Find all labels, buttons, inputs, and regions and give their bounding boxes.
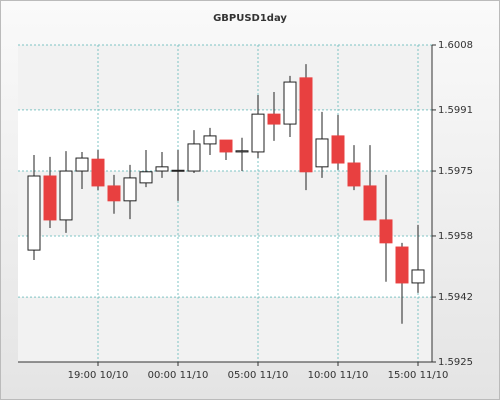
candle-body xyxy=(331,135,345,164)
candle-body xyxy=(315,138,329,168)
candle-body xyxy=(363,185,377,221)
candle-body xyxy=(347,162,361,187)
x-tick-label: 15:00 11/10 xyxy=(388,370,449,381)
candle-body xyxy=(59,170,73,221)
x-tick-label: 05:00 11/10 xyxy=(228,370,289,381)
candle-body xyxy=(91,158,105,187)
x-tick-label: 10:00 11/10 xyxy=(308,370,369,381)
chart-title: GBPUSD1day xyxy=(213,13,287,24)
candle-body xyxy=(75,157,89,172)
grid-band xyxy=(18,171,432,236)
x-tick-label: 19:00 10/10 xyxy=(68,370,129,381)
grid-band xyxy=(18,45,432,110)
candle-body xyxy=(267,113,281,125)
candle-body xyxy=(107,185,121,202)
candle-body xyxy=(379,219,393,244)
y-tick-label: 1.5991 xyxy=(438,105,473,116)
y-tick-label: 1.5975 xyxy=(438,166,473,177)
candle-body xyxy=(235,150,249,153)
candle-body xyxy=(27,175,41,251)
candle-body xyxy=(203,135,217,145)
candle-body xyxy=(219,139,233,153)
candle-body xyxy=(251,113,265,153)
candle-body xyxy=(123,177,137,202)
candle-body xyxy=(171,169,185,172)
candle-body xyxy=(155,166,169,172)
candle-body xyxy=(411,269,425,284)
y-tick-label: 1.6008 xyxy=(438,40,473,51)
candle-body xyxy=(283,81,297,125)
x-tick-label: 00:00 11/10 xyxy=(148,370,209,381)
y-tick-label: 1.5958 xyxy=(438,231,473,242)
candle-body xyxy=(139,171,153,184)
candle-body xyxy=(395,246,409,284)
candle-body xyxy=(187,143,201,172)
candle-body xyxy=(43,175,57,221)
candle-body xyxy=(299,77,313,173)
y-tick-label: 1.5925 xyxy=(438,357,473,368)
y-tick-label: 1.5942 xyxy=(438,292,473,303)
grid-band xyxy=(18,297,432,362)
